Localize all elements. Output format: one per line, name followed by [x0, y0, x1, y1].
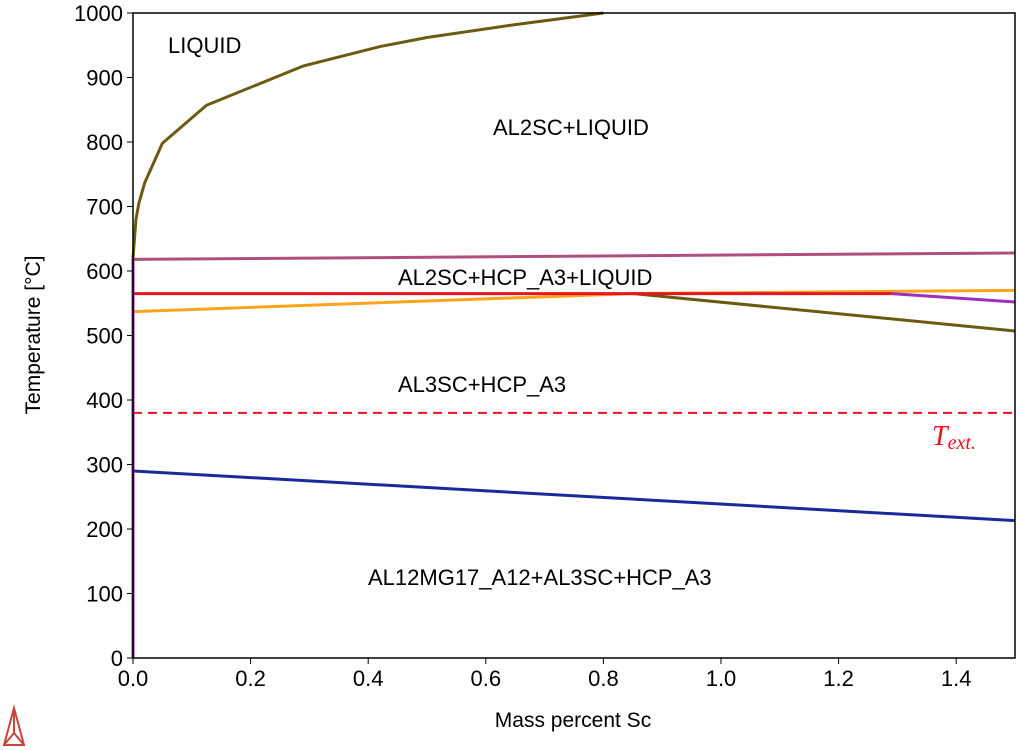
y-tick-label: 0: [111, 646, 123, 671]
x-tick-label: 1.2: [823, 666, 854, 691]
y-tick-label: 600: [86, 259, 123, 284]
x-tick-label: 1.4: [941, 666, 972, 691]
phase-boundary: [632, 292, 1016, 333]
y-tick-label: 800: [86, 130, 123, 155]
phase-boundary: [891, 292, 1016, 304]
region-label: AL3SC+HCP_A3: [398, 372, 566, 397]
x-tick-label: 0.4: [353, 666, 384, 691]
y-tick-label: 300: [86, 453, 123, 478]
phase-boundary: [132, 469, 1016, 523]
x-tick-label: 1.0: [706, 666, 737, 691]
x-tick-label: 0.2: [235, 666, 266, 691]
x-tick-label: 0.6: [471, 666, 502, 691]
y-tick-label: 700: [86, 195, 123, 220]
x-tick-label: 0.0: [118, 666, 149, 691]
logo: [2, 704, 26, 746]
y-tick-label: 900: [86, 66, 123, 91]
region-label: AL12MG17_A12+AL3SC+HCP_A3: [368, 565, 712, 590]
phase-boundary: [131, 11, 604, 259]
phase-boundary: [132, 251, 1016, 261]
marker-label: Text.: [932, 421, 976, 454]
y-axis-label: Temperature [°C]: [22, 256, 45, 415]
marker-label-main: T: [932, 421, 950, 452]
y-tick-label: 400: [86, 388, 123, 413]
marker-label-sub: ext.: [948, 432, 976, 454]
region-label: AL2SC+LIQUID: [493, 115, 649, 140]
y-tick-label: 100: [86, 582, 123, 607]
plot-frame: [132, 12, 1016, 659]
region-label: LIQUID: [168, 33, 241, 58]
y-tick-label: 500: [86, 324, 123, 349]
x-axis-label: Mass percent Sc: [495, 709, 651, 732]
y-tick-label: 1000: [74, 1, 123, 26]
x-tick-label: 0.8: [588, 666, 619, 691]
region-label: AL2SC+HCP_A3+LIQUID: [398, 265, 652, 290]
y-tick-label: 200: [86, 517, 123, 542]
